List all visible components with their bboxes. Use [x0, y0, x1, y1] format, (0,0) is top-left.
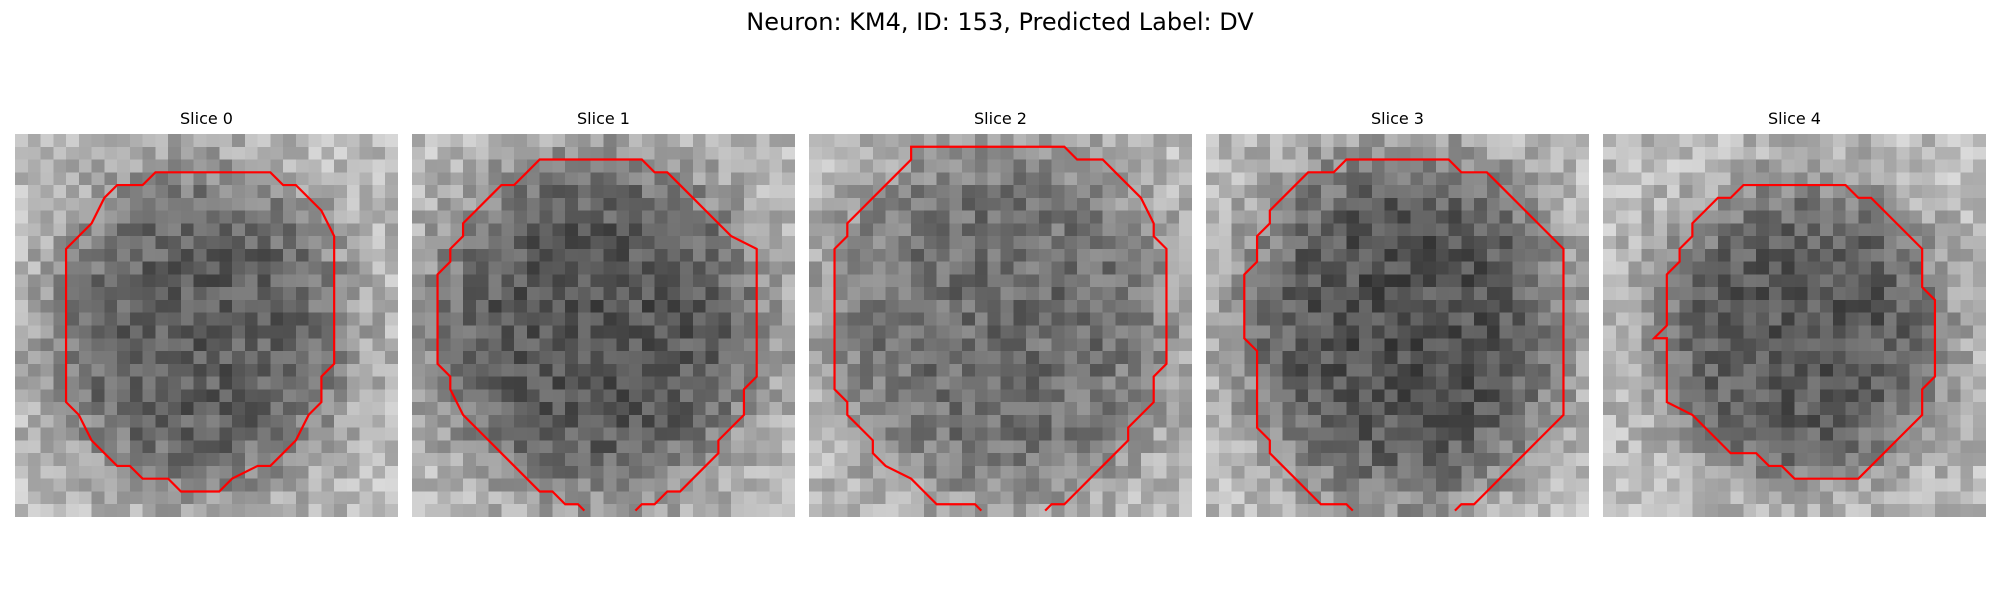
slice-title-0: Slice 0: [180, 109, 233, 128]
slice-image-4: [1603, 134, 1986, 517]
slice-image-0: [15, 134, 398, 517]
slice-image-2: [809, 134, 1192, 517]
roi-outline-svg: [412, 134, 795, 517]
roi-outline: [1654, 185, 1935, 479]
slice-title-2: Slice 2: [974, 109, 1027, 128]
slice-title-4: Slice 4: [1768, 109, 1821, 128]
roi-outline-svg: [1206, 134, 1589, 517]
roi-outline: [1244, 160, 1563, 511]
roi-outline: [438, 160, 757, 511]
slice-title-1: Slice 1: [577, 109, 630, 128]
roi-outline-svg: [809, 134, 1192, 517]
roi-outline: [835, 147, 1167, 511]
figure-title: Neuron: KM4, ID: 153, Predicted Label: D…: [746, 8, 1254, 36]
slice-image-3: [1206, 134, 1589, 517]
roi-outline-svg: [1603, 134, 1986, 517]
slice-title-3: Slice 3: [1371, 109, 1424, 128]
roi-outline: [66, 172, 334, 491]
roi-outline-svg: [15, 134, 398, 517]
slice-image-1: [412, 134, 795, 517]
grayscale-image: [412, 134, 795, 517]
